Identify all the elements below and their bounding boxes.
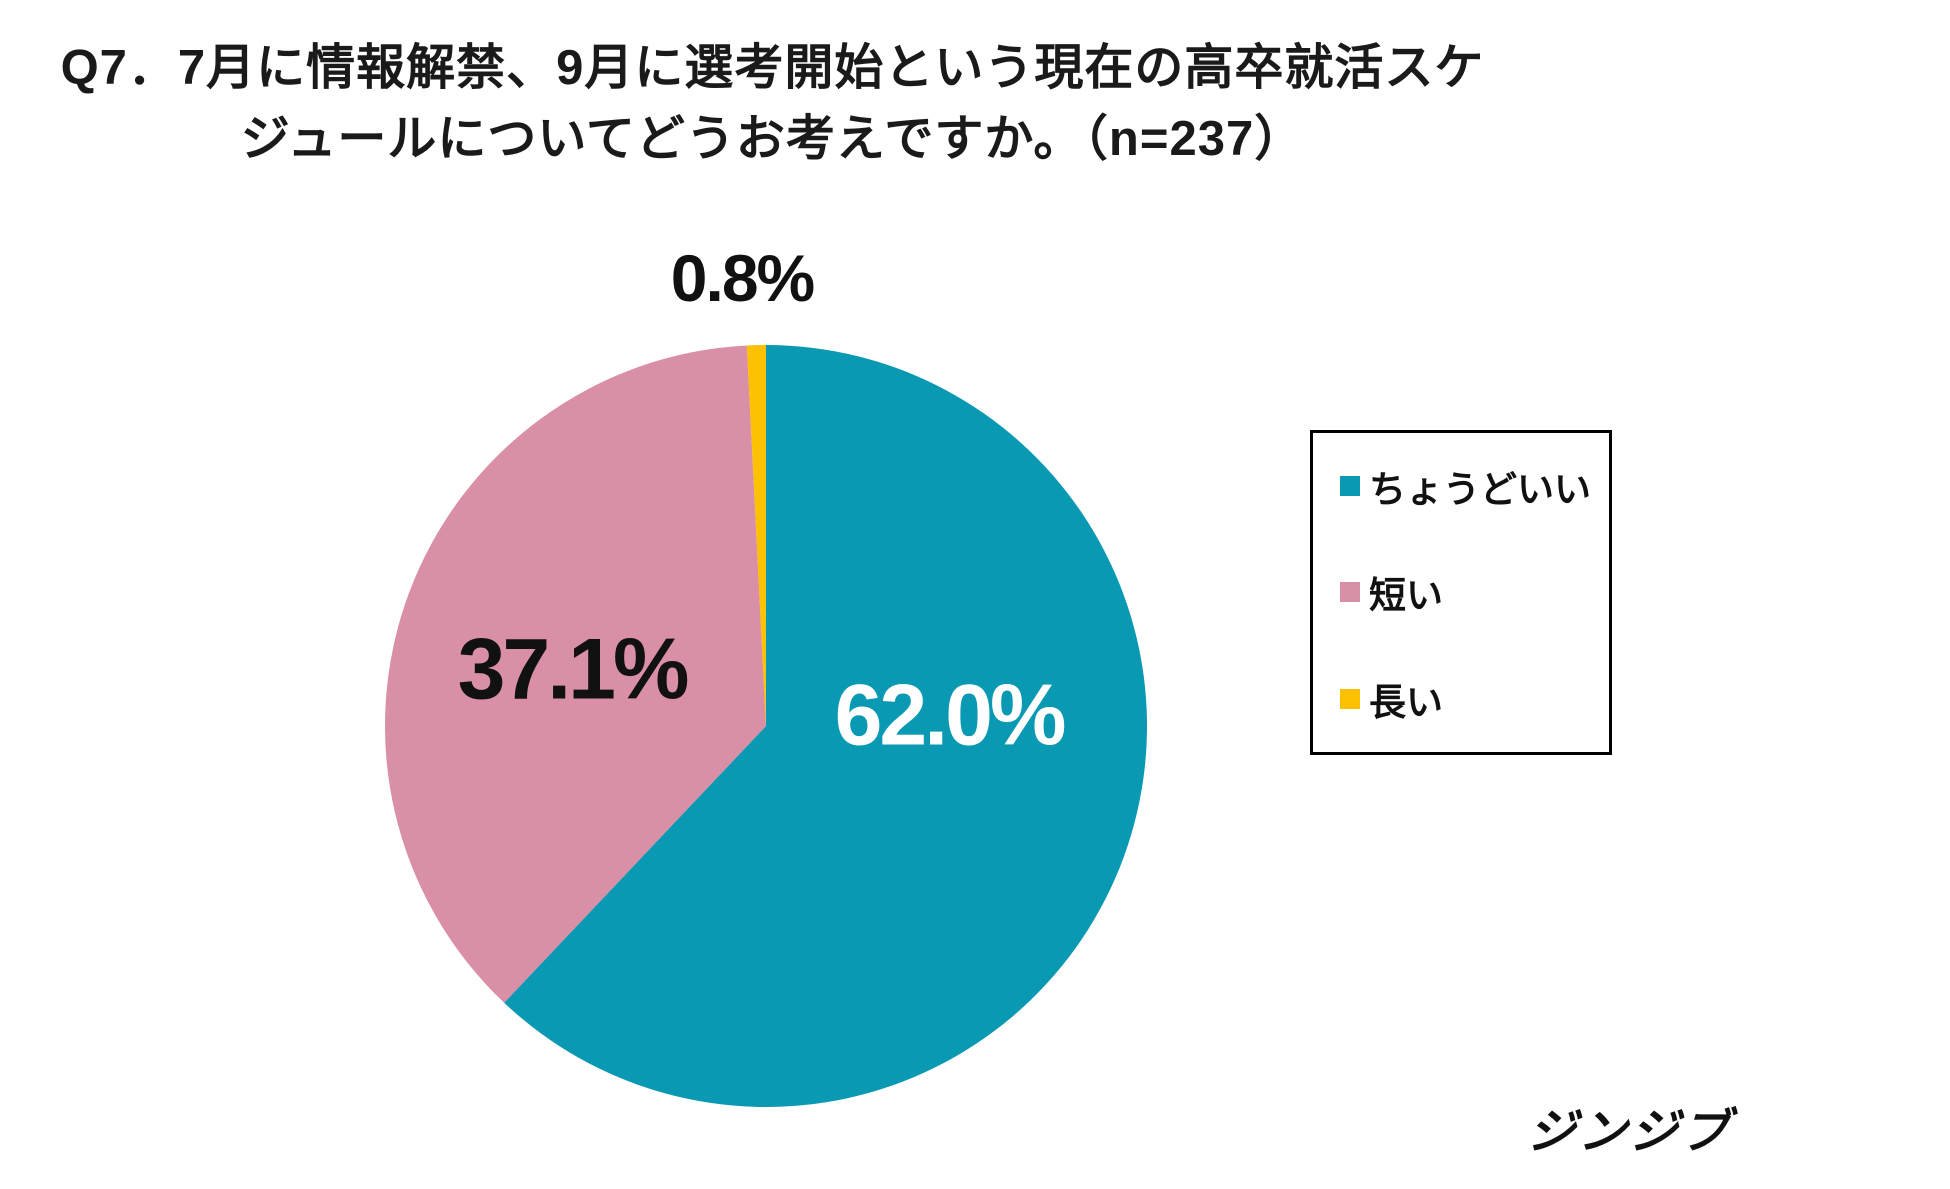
company-logo: ジンジブ (1525, 1106, 1734, 1159)
pie-slice-2 (385, 345, 766, 1003)
legend-swatch-nagai-icon (1340, 688, 1360, 709)
legend-box: ちょうどいい 短い 長い (1310, 430, 1612, 755)
legend-item-choudoii: ちょうどいい (1340, 459, 1609, 513)
legend-swatch-mijikai-icon (1340, 582, 1360, 603)
chart-title: Q7．7月に情報解禁、9月に選考開始という現在の高卒就活スケ ジュールについてど… (0, 33, 1545, 175)
legend-item-mijikai: 短い (1340, 565, 1609, 619)
data-label-nagai: 0.8% (670, 241, 815, 315)
data-label-mijikai: 37.1% (457, 621, 690, 718)
legend-label-nagai: 長い (1369, 681, 1443, 723)
chart-title-line1: Q7．7月に情報解禁、9月に選考開始という現在の高卒就活スケ (60, 41, 1485, 95)
pie-chart (385, 345, 1147, 1107)
chart-title-line2: ジュールについてどうお考えですか。（n=237） (240, 112, 1305, 166)
legend-item-nagai: 長い (1340, 672, 1609, 726)
pie-slice-1 (504, 345, 1147, 1107)
legend-label-mijikai: 短い (1369, 575, 1443, 617)
data-label-choudoii: 62.0% (834, 667, 1067, 764)
legend-swatch-choudoii-icon (1340, 476, 1360, 497)
pie-slice-3 (746, 345, 766, 726)
legend-label-choudoii: ちょうどいい (1369, 469, 1591, 511)
